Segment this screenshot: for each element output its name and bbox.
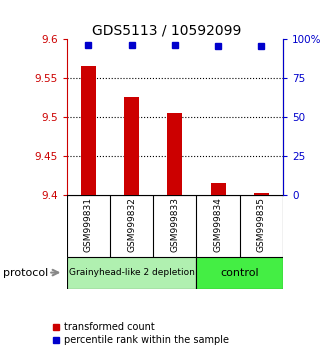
Bar xyxy=(254,193,269,195)
Text: Grainyhead-like 2 depletion: Grainyhead-like 2 depletion xyxy=(69,268,194,277)
Bar xyxy=(210,183,226,195)
Text: GSM999831: GSM999831 xyxy=(84,197,93,252)
Bar xyxy=(124,97,139,195)
Text: GDS5113 / 10592099: GDS5113 / 10592099 xyxy=(92,23,241,37)
Text: GSM999834: GSM999834 xyxy=(213,197,223,252)
Text: GSM999833: GSM999833 xyxy=(170,197,179,252)
Text: GSM999832: GSM999832 xyxy=(127,197,136,252)
Bar xyxy=(196,257,283,289)
Text: GSM999835: GSM999835 xyxy=(257,197,266,252)
Bar xyxy=(81,66,96,195)
Legend: transformed count, percentile rank within the sample: transformed count, percentile rank withi… xyxy=(48,319,232,349)
Text: control: control xyxy=(220,268,259,278)
Bar xyxy=(167,113,182,195)
Text: protocol: protocol xyxy=(3,268,49,278)
Bar xyxy=(67,257,196,289)
